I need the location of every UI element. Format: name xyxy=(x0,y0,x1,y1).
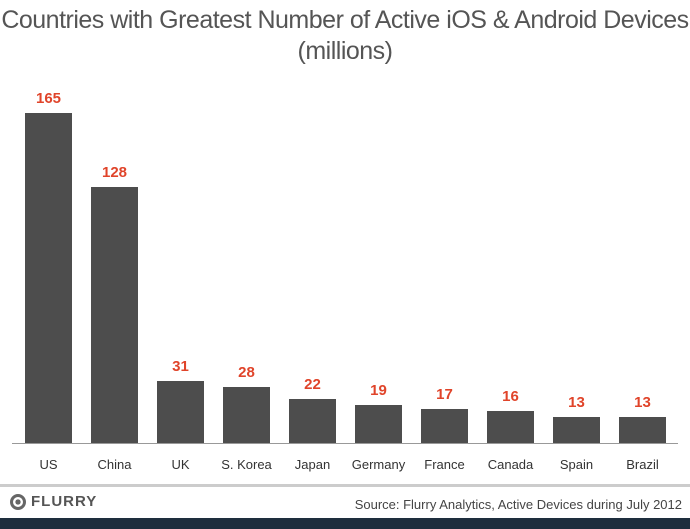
x-tick-label: Spain xyxy=(560,457,593,472)
footer-divider xyxy=(0,484,690,487)
source-note: Source: Flurry Analytics, Active Devices… xyxy=(354,497,682,512)
bar-chart: 165 US 128 China 31 UK 28 S. Korea 22 Japan 19 Germ… xyxy=(12,90,678,472)
x-tick-label: UK xyxy=(171,457,189,472)
x-tick-label: Germany xyxy=(352,457,406,472)
data-label: 128 xyxy=(102,164,127,181)
x-tick-label: France xyxy=(424,457,464,472)
flurry-logo: FLURRY xyxy=(10,493,97,510)
data-label: 19 xyxy=(370,382,387,399)
chart-subtitle: (millions) xyxy=(297,37,394,65)
bar xyxy=(421,409,468,443)
chart-title: Countries with Greatest Number of Active… xyxy=(1,6,689,34)
x-tick-label: Brazil xyxy=(626,457,659,472)
x-tick-label: China xyxy=(98,457,133,472)
x-tick-label: Canada xyxy=(488,457,534,472)
x-tick-label: US xyxy=(39,457,57,472)
x-tick-label: S. Korea xyxy=(221,457,272,472)
data-label: 13 xyxy=(634,394,651,411)
x-tick-label: Japan xyxy=(295,457,330,472)
data-label: 22 xyxy=(304,376,321,393)
data-label: 13 xyxy=(568,394,585,411)
data-label: 165 xyxy=(36,90,61,107)
bar xyxy=(289,399,336,443)
bar xyxy=(355,405,402,443)
bar xyxy=(223,387,270,443)
data-label: 16 xyxy=(502,388,519,405)
bottom-bar xyxy=(0,518,690,529)
data-label: 17 xyxy=(436,386,453,403)
logo-text: FLURRY xyxy=(31,493,98,510)
flurry-logo-icon xyxy=(10,493,26,510)
bar xyxy=(619,417,666,443)
bar xyxy=(91,187,138,443)
bar xyxy=(157,381,204,443)
bar xyxy=(25,113,72,443)
data-label: 28 xyxy=(238,364,255,381)
bar xyxy=(553,417,600,443)
bar xyxy=(487,411,534,443)
data-label: 31 xyxy=(172,358,189,375)
